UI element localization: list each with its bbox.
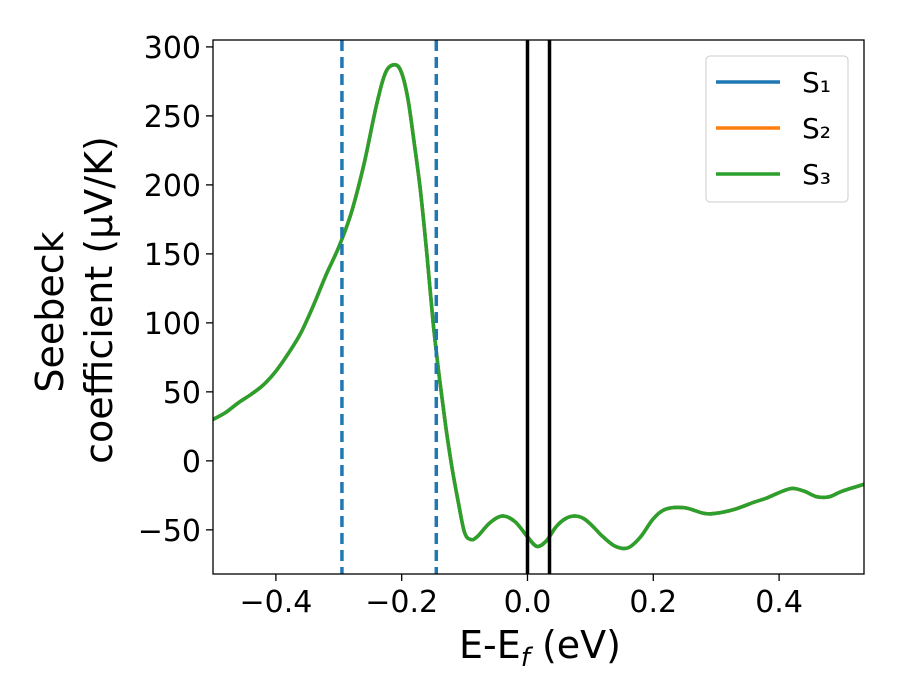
x-tick-label-0-2: −0.2 [365, 585, 438, 620]
x-tick-label-0-4: 0.4 [755, 585, 803, 620]
x-tick-label-0: 0.0 [504, 585, 552, 620]
legend-label-s1: S₁ [802, 66, 831, 99]
x-tick-label-0-2: 0.2 [629, 585, 677, 620]
x-tick-label-0-4: −0.4 [239, 585, 312, 620]
reference-lines [340, 40, 552, 574]
y-tick-label-50: 50 [163, 376, 201, 411]
x-axis: −0.4 −0.2 0.0 0.2 0.4 [239, 574, 803, 620]
y-axis: −50 0 50 100 150 200 250 300 [138, 31, 213, 549]
x-axis-label: E-Ef (eV) [459, 623, 621, 673]
y-tick-label-150: 150 [144, 238, 201, 273]
y-axis-label-line1: Seebeck [28, 231, 72, 392]
legend-label-s3: S₃ [802, 158, 831, 191]
y-tick-label-50: −50 [138, 514, 201, 549]
y-axis-label-line2: coefficient (μV/K) [77, 136, 121, 464]
y-tick-label-250: 250 [144, 100, 201, 135]
y-tick-label-0: 0 [182, 445, 201, 480]
y-tick-label-100: 100 [144, 307, 201, 342]
series-line-s3 [213, 63, 864, 551]
y-tick-label-300: 300 [144, 31, 201, 66]
plot-area [213, 63, 864, 551]
plot-frame [212, 39, 865, 575]
legend: S₁ S₂ S₃ [705, 55, 849, 203]
legend-label-s2: S₂ [802, 112, 831, 145]
y-tick-label-200: 200 [144, 169, 201, 204]
